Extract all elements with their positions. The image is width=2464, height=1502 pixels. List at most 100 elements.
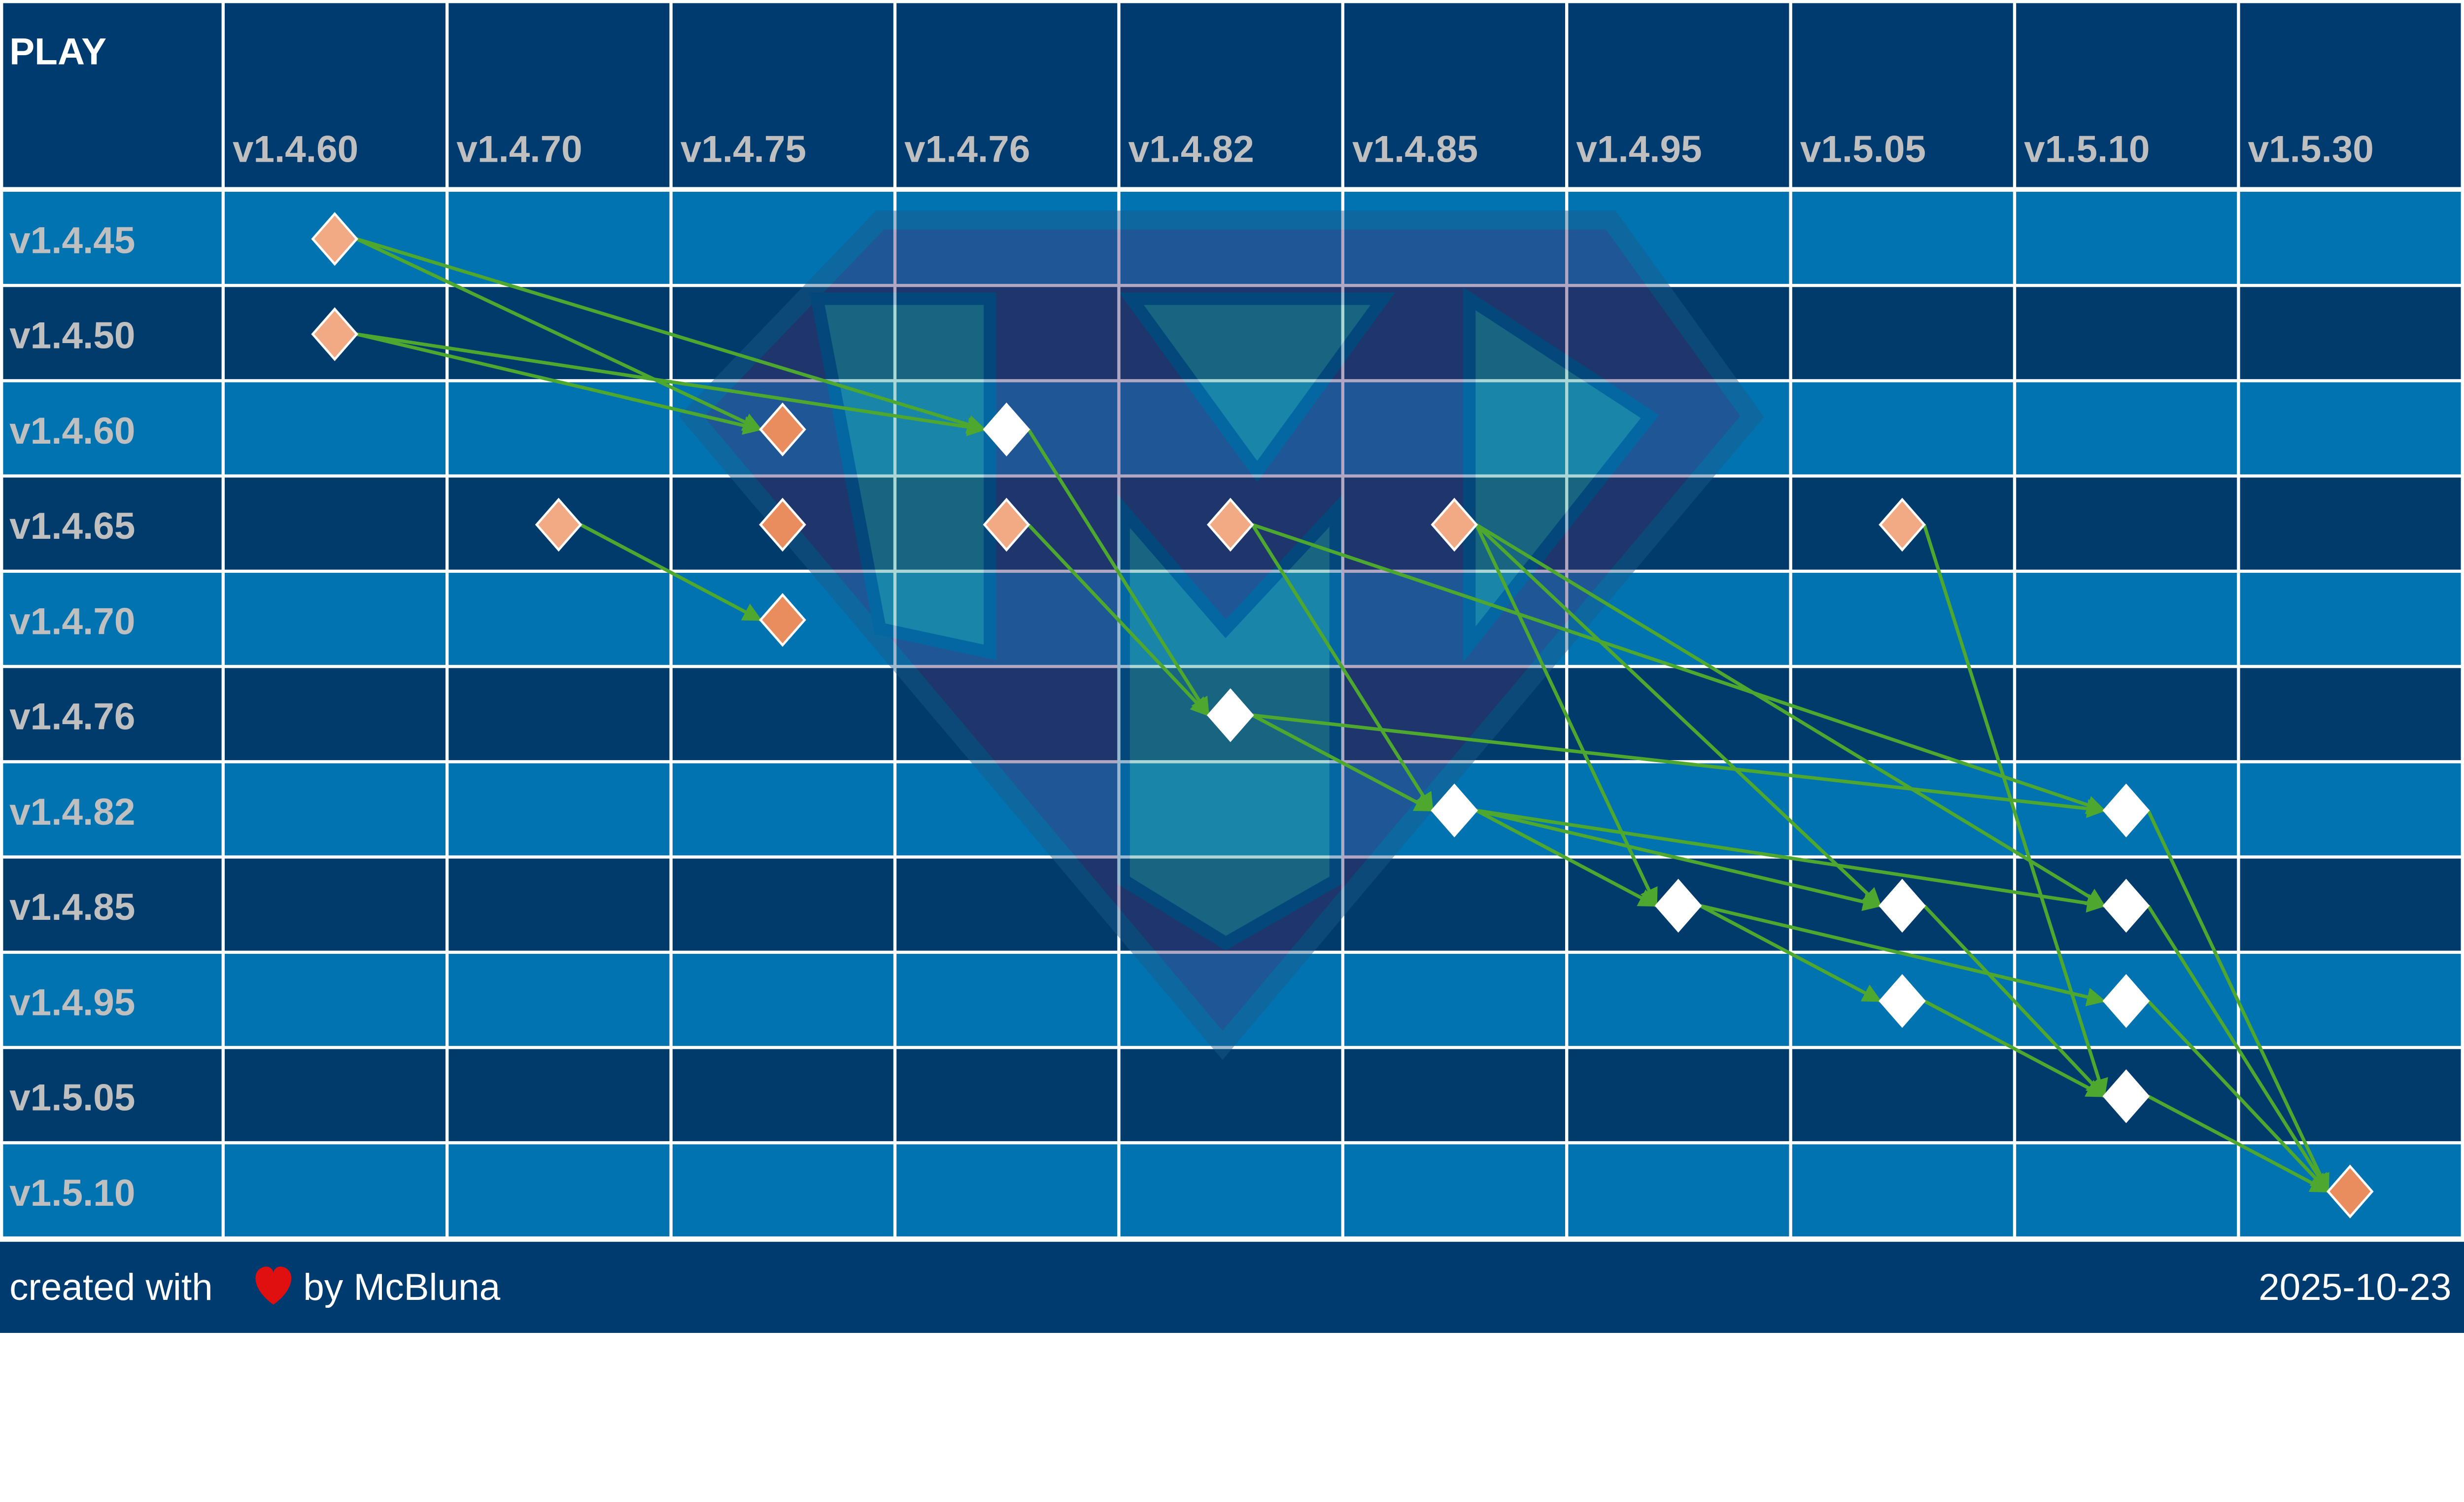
matrix-cell	[1120, 953, 1341, 1046]
upgrade-path-arrow	[1252, 523, 2106, 814]
matrix-cell	[1568, 953, 1789, 1046]
matrix-cell	[1120, 382, 1341, 475]
column-header-cell	[1120, 3, 1341, 187]
footer-created-prefix: created with	[9, 1266, 213, 1308]
version-marker-diamond	[1879, 974, 1926, 1028]
matrix-cell	[2016, 1144, 2237, 1237]
row-header-cell	[3, 192, 222, 284]
footer-created-suffix: by McBluna	[303, 1266, 500, 1308]
version-marker-diamond	[983, 402, 1030, 456]
matrix-cell	[896, 953, 1118, 1046]
upgrade-path-arrow	[1923, 904, 2106, 1098]
footer: created with by McBluna 2025-10-23	[0, 1242, 2464, 1333]
matrix-cell	[1120, 287, 1341, 380]
matrix-title: PLAY	[9, 31, 106, 73]
row-header-label: v1.5.05	[9, 1077, 135, 1119]
matrix-cell	[2016, 477, 2237, 570]
matrix-cell	[1120, 1049, 1341, 1142]
matrix-cell	[1792, 192, 2013, 284]
matrix-cell	[672, 763, 893, 856]
version-marker-diamond	[1879, 878, 1926, 933]
row-header-cell	[3, 858, 222, 951]
column-header-label: v1.4.85	[1352, 128, 1478, 170]
matrix-cell	[896, 287, 1118, 380]
matrix-cell	[1120, 1144, 1341, 1237]
row-header-cell	[3, 1144, 222, 1237]
column-header-cell	[448, 3, 670, 187]
row-header-label: v1.4.85	[9, 886, 135, 928]
row-header-cell	[3, 572, 222, 665]
matrix-cell	[1568, 1144, 1789, 1237]
upgrade-path-arrow	[356, 237, 987, 434]
upgrade-path-arrow	[2147, 905, 2330, 1193]
column-header-cell	[672, 3, 893, 187]
matrix-cell	[2240, 382, 2461, 475]
upgrade-path-arrow	[356, 237, 762, 431]
row-header-cell	[3, 477, 222, 570]
upgrade-path-arrow	[1475, 809, 1658, 908]
matrix-cell	[1792, 572, 2013, 665]
matrix-cell	[2016, 192, 2237, 284]
version-marker-diamond	[535, 497, 582, 552]
version-marker-diamond	[311, 307, 359, 361]
matrix-cell	[224, 953, 446, 1046]
upgrade-matrix: PLAY v1.4.60 v1.4.70 v1.4.75 v1.4.76 v1.4.82…	[0, 3, 2464, 1333]
matrix-cell	[2240, 668, 2461, 761]
header-corner-cell	[3, 3, 222, 187]
row-header-cell	[3, 287, 222, 380]
version-marker-diamond	[759, 402, 806, 456]
upgrade-path-arrow	[1027, 428, 1210, 717]
version-marker-diamond	[311, 212, 359, 266]
matrix-cell	[2240, 858, 2461, 951]
matrix-cell	[448, 953, 670, 1046]
matrix-cell	[2240, 953, 2461, 1046]
matrix-cell	[1120, 858, 1341, 951]
upgrade-path-arrow	[1474, 524, 1658, 908]
column-header-cell	[896, 3, 1118, 187]
version-marker-diamond	[1206, 688, 1254, 742]
matrix-cell	[1344, 1144, 1566, 1237]
footer-bar	[0, 1242, 2464, 1333]
matrix-cell	[224, 1049, 446, 1142]
version-marker-diamond	[2102, 1069, 2150, 1123]
footer-date: 2025-10-23	[2259, 1266, 2451, 1308]
upgrade-path-arrow	[1251, 524, 1434, 812]
matrix-cell	[224, 763, 446, 856]
upgrade-path-arrow	[1475, 523, 2106, 908]
version-marker-diamond	[2102, 974, 2150, 1028]
row-header-label: v1.4.50	[9, 315, 135, 357]
version-marker-diamond	[2326, 1164, 2374, 1219]
upgrade-path-arrow	[2147, 1094, 2330, 1193]
upgrade-path-arrow	[1922, 524, 2108, 1098]
row-header-cell	[3, 1049, 222, 1142]
matrix-cell	[672, 192, 893, 284]
column-header-label: v1.5.10	[2024, 128, 2150, 170]
matrix-cell	[672, 953, 893, 1046]
row-header-label: v1.4.60	[9, 410, 135, 452]
matrix-cell	[448, 572, 670, 665]
version-marker-diamond	[1431, 783, 1478, 838]
row-header-label: v1.4.45	[9, 219, 135, 261]
matrix-cell	[2240, 287, 2461, 380]
matrix-cell	[224, 668, 446, 761]
row-header-label: v1.4.70	[9, 600, 135, 642]
version-marker-diamond	[759, 593, 806, 647]
matrix-cell	[896, 572, 1118, 665]
matrix-cell	[1120, 763, 1341, 856]
upgrade-path-arrow	[1923, 999, 2106, 1098]
row-header-label: v1.4.65	[9, 505, 135, 547]
matrix-cell	[224, 1144, 446, 1237]
matrix-cell	[1792, 382, 2013, 475]
matrix-cell	[2240, 572, 2461, 665]
version-marker-diamond	[759, 497, 806, 552]
column-header-label: v1.5.30	[2248, 128, 2374, 170]
version-marker-diamond	[1206, 497, 1254, 552]
matrix-cell	[448, 858, 670, 951]
matrix-cell	[1568, 477, 1789, 570]
upgrade-path-arrow	[1251, 713, 1434, 812]
matrix-cell	[896, 763, 1118, 856]
column-header-label: v1.4.75	[681, 128, 806, 170]
column-header-label: v1.4.82	[1129, 128, 1254, 170]
matrix-cell	[2016, 382, 2237, 475]
column-header-label: v1.4.70	[456, 128, 582, 170]
